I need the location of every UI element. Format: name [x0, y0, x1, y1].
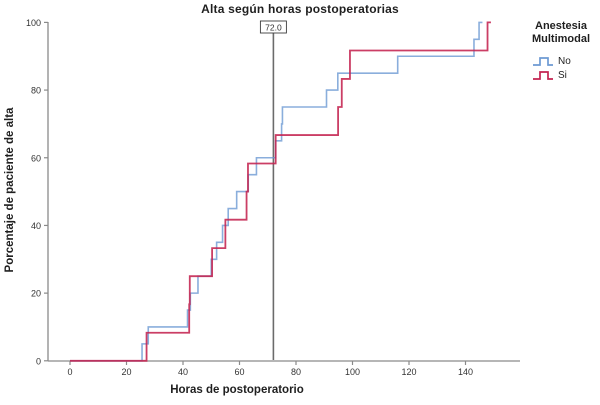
- y-tick-label: 100: [26, 18, 41, 28]
- legend-item-label: No: [558, 55, 571, 67]
- reference-label: 72.0: [265, 23, 282, 33]
- x-tick-label: 0: [67, 367, 72, 377]
- x-tick-label: 100: [345, 367, 360, 377]
- y-tick-label: 0: [36, 356, 41, 366]
- reference-label-box: [259, 20, 287, 34]
- series-line-si: [70, 21, 491, 362]
- legend-step-glyph: [533, 71, 553, 80]
- legend-item-label: Si: [558, 69, 567, 81]
- x-tick-label: 140: [458, 367, 473, 377]
- chart-title: Alta según horas postoperatorias: [201, 2, 399, 16]
- x-tick-label: 120: [401, 367, 416, 377]
- legend-title-line1: Anestesia: [535, 20, 587, 32]
- legend-items: No Si: [522, 54, 600, 82]
- legend-step-glyph: [533, 57, 553, 66]
- y-tick-label: 20: [31, 289, 41, 299]
- x-tick-label: 20: [121, 367, 131, 377]
- x-axis-title: Horas de postoperatorio: [170, 384, 304, 396]
- legend-item-si: Si: [532, 68, 600, 82]
- series-line-no: [70, 21, 483, 362]
- x-tick-label: 80: [291, 367, 301, 377]
- y-tick-label: 40: [31, 221, 41, 231]
- y-tick-label: 80: [31, 86, 41, 96]
- y-tick-label: 60: [31, 153, 41, 163]
- x-tick-label: 60: [234, 367, 244, 377]
- legend-title: Anestesia Multimodal: [522, 20, 600, 46]
- x-tick-label: 40: [178, 367, 188, 377]
- legend: Anestesia Multimodal No Si: [522, 20, 600, 82]
- legend-item-no: No: [532, 54, 600, 68]
- legend-title-line2: Multimodal: [531, 33, 591, 45]
